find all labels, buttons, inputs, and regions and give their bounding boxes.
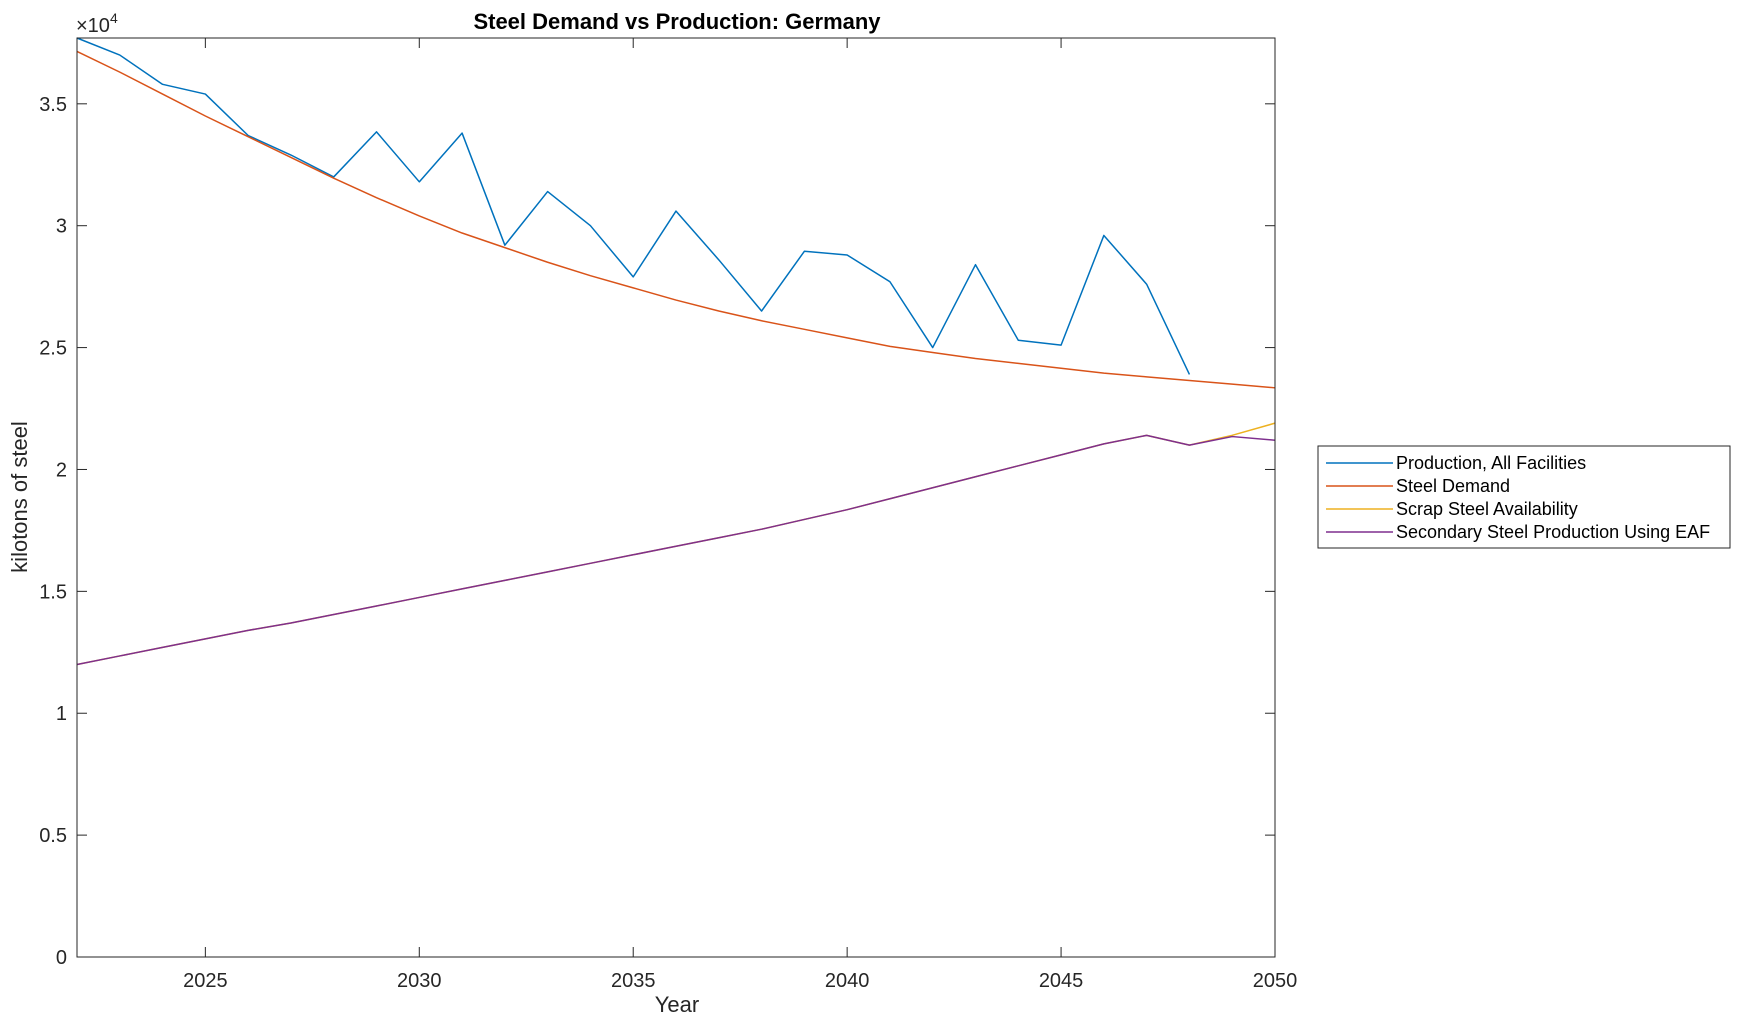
plot-area (77, 38, 1275, 957)
y-tick-label: 1 (56, 703, 67, 725)
y-tick-label: 2.5 (39, 338, 67, 360)
legend-entry-3: Secondary Steel Production Using EAF (1396, 522, 1710, 542)
series-line-0 (76, 37, 1191, 375)
y-axis-label: kilotons of steel (7, 421, 32, 573)
x-tick-label: 2035 (611, 970, 656, 992)
legend-entry-1: Steel Demand (1396, 476, 1510, 496)
y-tick-label: 3.5 (39, 94, 67, 116)
series-line-1 (76, 50, 1276, 389)
x-tick-label: 2045 (1039, 970, 1084, 992)
series-line-3 (76, 434, 1276, 666)
x-axis-label: Year (655, 992, 699, 1017)
axes-box (76, 37, 1276, 958)
y-exponent-base: ×10 (76, 15, 110, 37)
y-tick-label: 0.5 (39, 825, 67, 847)
y-exponent-power: 4 (110, 10, 118, 26)
legend-entry-0: Production, All Facilities (1396, 453, 1586, 473)
y-tick-label: 2 (56, 459, 67, 481)
series-layer (76, 37, 1276, 666)
y-exponent-label: ×104 (76, 10, 118, 37)
legend: Production, All Facilities Steel Demand Sc… (1317, 445, 1731, 549)
x-tick-label: 2025 (183, 970, 228, 992)
x-tick-label: 2040 (825, 970, 870, 992)
plot-background (77, 38, 1275, 957)
y-tick-label: 0 (56, 947, 67, 969)
x-tick-label: 2030 (397, 970, 442, 992)
chart-title: Steel Demand vs Production: Germany (473, 9, 881, 34)
legend-entry-2: Scrap Steel Availability (1396, 499, 1578, 519)
x-tick-label: 2050 (1253, 970, 1298, 992)
y-tick-label: 1.5 (39, 581, 67, 603)
axes-layer: 2025 2030 2035 2040 2045 2050 0 0.5 1 1.5 2 2.5 3 3.5 (39, 37, 1298, 992)
y-tick-label: 3 (56, 216, 67, 238)
